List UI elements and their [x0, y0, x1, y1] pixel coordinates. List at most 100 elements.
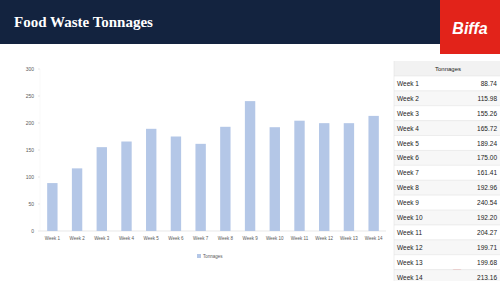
bar	[294, 121, 304, 231]
legend-swatch	[197, 254, 201, 258]
bar	[72, 168, 82, 231]
logo-text: Biffa	[452, 20, 487, 37]
table-cell: 189.24	[477, 140, 497, 147]
table-row-bg	[394, 210, 500, 225]
bar	[245, 101, 255, 231]
bars	[47, 101, 379, 231]
table-row-bg	[394, 91, 500, 106]
slide-title: Food Waste Tonnages	[14, 14, 153, 30]
y-tick	[38, 123, 40, 124]
table-row-bg	[394, 255, 500, 270]
table-cell: 192.20	[477, 214, 497, 221]
x-tick-label: Week 9	[242, 236, 258, 241]
y-tick	[38, 177, 40, 178]
bar	[146, 129, 156, 231]
table-row-line	[394, 269, 500, 270]
table-row-line	[394, 120, 500, 121]
x-tick-label: Week 5	[144, 236, 160, 241]
x-tick-label: Week 12	[315, 236, 333, 241]
y-tick-label: 200	[26, 120, 35, 126]
y-tick-label: 250	[26, 93, 35, 99]
x-tick-label: Week 13	[340, 236, 358, 241]
table-row-line	[394, 239, 500, 240]
table-border	[394, 61, 395, 281]
y-tick-label: 100	[26, 174, 35, 180]
table-cell: Week 7	[397, 169, 419, 176]
y-axis-line	[40, 69, 41, 231]
x-tick-label: Week 4	[119, 236, 135, 241]
table-cell: 88.74	[481, 80, 498, 87]
x-axis-line	[40, 231, 386, 232]
data-table: TonnagesWeek 188.74Week 2115.98Week 3155…	[394, 61, 500, 281]
table-row-bg	[394, 165, 500, 180]
header-band	[0, 0, 500, 44]
y-tick	[38, 231, 40, 232]
table-row-line	[394, 195, 500, 196]
page: Food Waste TonnagesBiffa0501001502002503…	[0, 0, 500, 281]
axes: 050100150200250300Week 1Week 2Week 3Week…	[26, 66, 386, 241]
table-cell: Week 2	[397, 95, 419, 102]
table-cell: Week 14	[397, 274, 423, 281]
legend-label: Tonnages	[203, 254, 223, 259]
table-row-bg	[394, 76, 500, 91]
x-tick-label: Week 7	[193, 236, 209, 241]
table-row-bg	[394, 225, 500, 240]
bar	[344, 123, 354, 231]
table-cell: Week 6	[397, 154, 419, 161]
table-row-line	[394, 210, 500, 211]
table-row-bg	[394, 121, 500, 136]
table-cell: 240.54	[477, 199, 497, 206]
x-tick-label: Week 6	[168, 236, 184, 241]
table-row-line	[394, 224, 500, 225]
table-cell: 204.27	[477, 229, 497, 236]
table-cell: Week 12	[397, 244, 423, 251]
logo-box	[440, 0, 500, 54]
table-row-line	[394, 180, 500, 181]
bar	[368, 116, 378, 231]
bar	[220, 127, 230, 231]
table-cell: 155.26	[477, 110, 497, 117]
table-row-bg	[394, 240, 500, 255]
y-tick	[38, 150, 40, 151]
table-row-line	[394, 90, 500, 91]
table-row-bg	[394, 150, 500, 165]
table-row-bg	[394, 195, 500, 210]
bar	[97, 147, 107, 231]
table-row-bg	[394, 136, 500, 151]
y-tick	[38, 204, 40, 205]
y-tick-label: 50	[28, 201, 34, 207]
y-tick	[38, 69, 40, 70]
bar	[270, 127, 280, 231]
table-cell: 199.71	[477, 244, 497, 251]
table-cell: Week 13	[397, 259, 423, 266]
table-row-line	[394, 135, 500, 136]
table-cell: 192.96	[477, 184, 497, 191]
table-cell: 165.72	[477, 125, 497, 132]
x-tick-label: Week 11	[291, 236, 309, 241]
table-cell: Week 10	[397, 214, 423, 221]
x-tick-label: Week 8	[218, 236, 234, 241]
table-cell: Week 11	[397, 229, 422, 236]
x-tick-label: Week 2	[69, 236, 85, 241]
table-header-bg	[394, 61, 500, 76]
bar	[47, 183, 57, 231]
x-tick-label: Week 14	[365, 236, 383, 241]
table-cell: 161.41	[477, 169, 497, 176]
table-cell: 115.98	[478, 95, 498, 102]
x-tick-label: Week 10	[266, 236, 284, 241]
table-cell: Week 5	[397, 140, 419, 147]
x-tick-label: Week 3	[94, 236, 110, 241]
table-cell: Week 8	[397, 184, 419, 191]
y-tick-label: 300	[26, 66, 35, 72]
x-tick-label: Week 1	[45, 236, 61, 241]
table-row-line	[394, 75, 500, 76]
table-row-bg	[394, 106, 500, 121]
table-cell: Week 1	[397, 80, 419, 87]
legend: Tonnages	[197, 254, 223, 259]
table-row-line	[394, 165, 500, 166]
y-tick-label: 0	[31, 228, 34, 234]
table-cell: 175.00	[477, 154, 497, 161]
table-cell: Week 3	[397, 110, 419, 117]
bar	[171, 137, 181, 231]
table-row-bg	[394, 180, 500, 195]
